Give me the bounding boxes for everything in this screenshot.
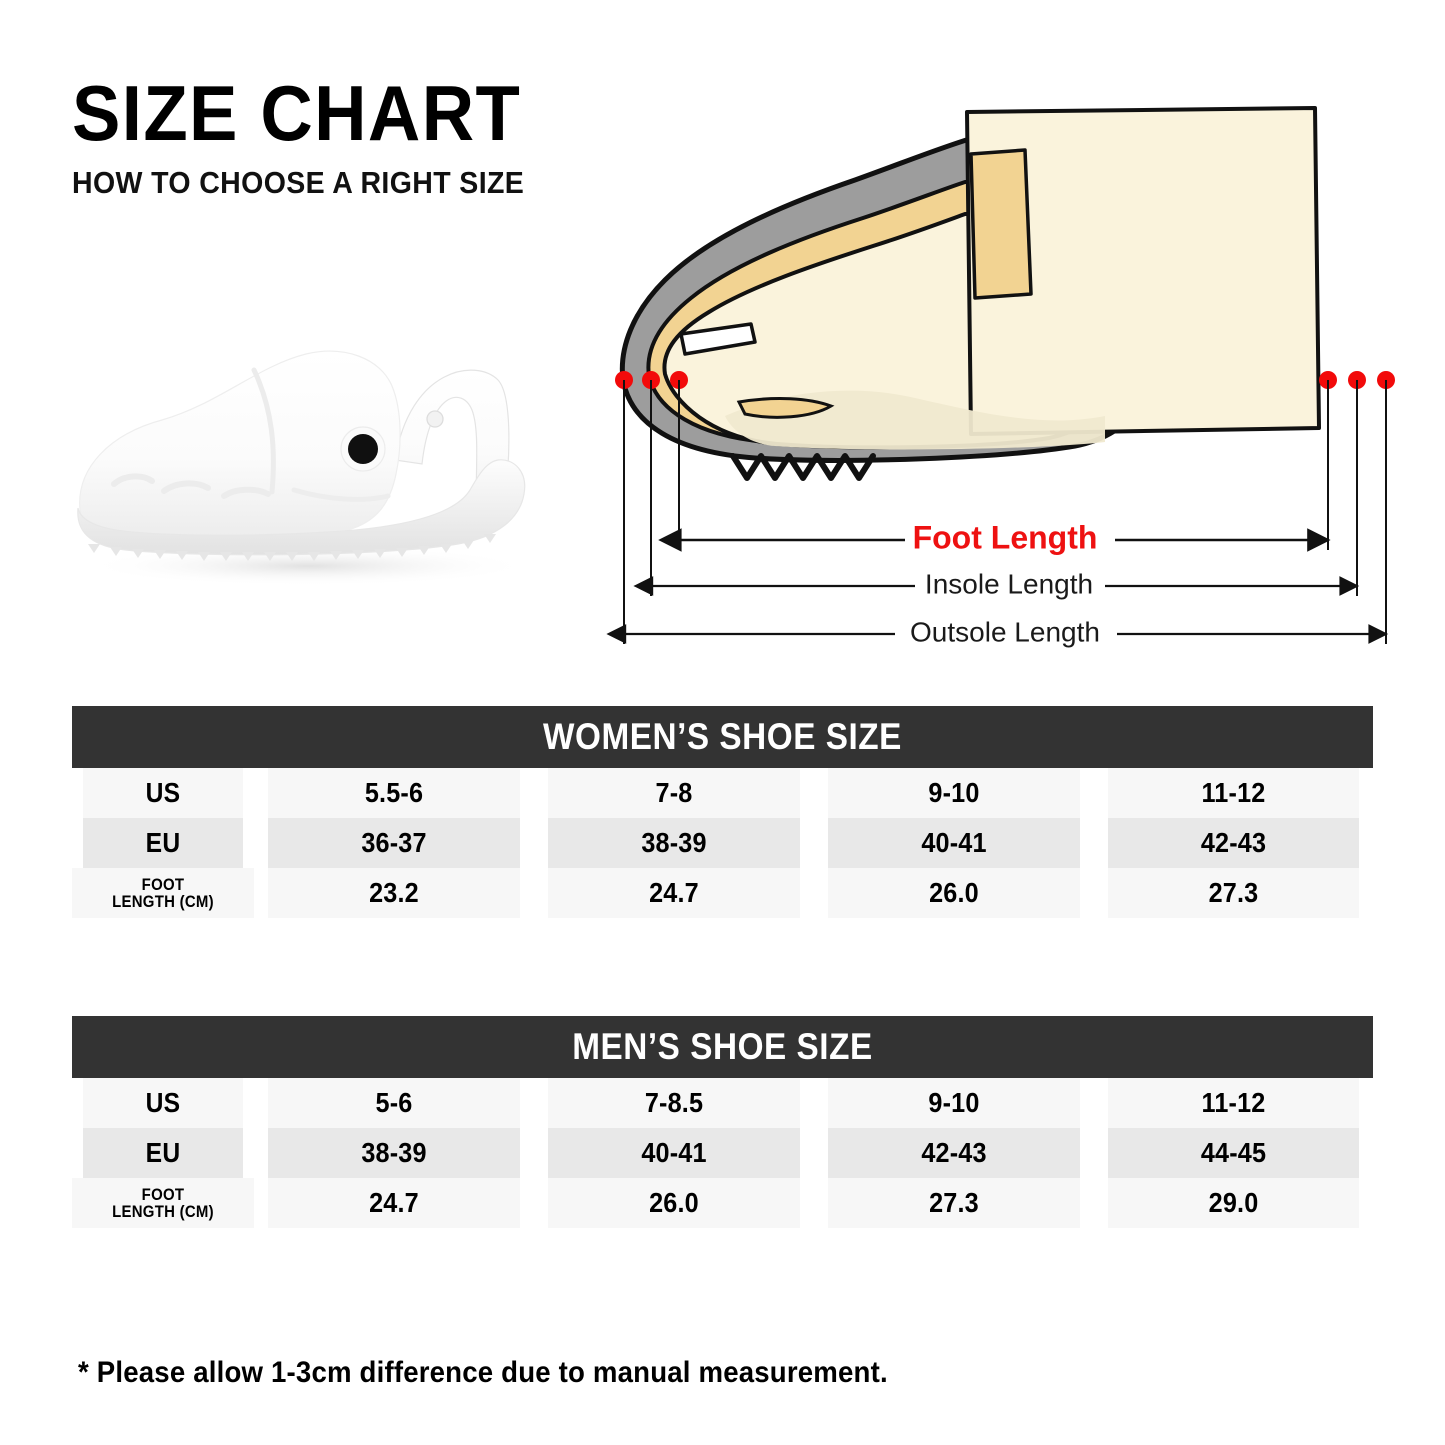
womens-table-banner: WOMEN’S SHOE SIZE — [543, 716, 902, 757]
table-row: FOOT LENGTH (CM) 24.7 26.0 27.3 29.0 — [72, 1178, 1373, 1228]
upper-crease-front — [251, 367, 276, 495]
outsole-tread — [730, 453, 876, 481]
page-title: SIZE CHART — [72, 69, 522, 157]
cell-value: 5-6 — [268, 1078, 520, 1128]
cell-value: 42-43 — [1107, 818, 1360, 868]
cell-value: 38-39 — [548, 818, 800, 868]
cell-value: 27.3 — [828, 1178, 1080, 1228]
row-label-eu: EU — [82, 818, 244, 868]
row-label-foot-length: FOOT LENGTH (CM) — [72, 868, 254, 918]
cell-value: 9-10 — [828, 1078, 1080, 1128]
measurement-footnote: * Please allow 1-3cm difference due to m… — [78, 1356, 888, 1389]
row-label-eu: EU — [82, 1128, 244, 1178]
sole-tread-group — [88, 534, 496, 561]
foot-measurement-diagram: Foot Length Insole Length Outsole Length — [606, 106, 1395, 647]
outsole-length-label: Outsole Length — [910, 616, 1100, 647]
strap-pivot-button-center — [348, 434, 378, 464]
foot-length-label: Foot Length — [913, 519, 1098, 555]
cell-value: 24.7 — [548, 868, 800, 918]
table-row: EU 38-39 40-41 42-43 44-45 — [72, 1128, 1373, 1178]
header-block: SIZE CHART HOW TO CHOOSE A RIGHT SIZE — [72, 69, 772, 201]
insole-length-label: Insole Length — [925, 568, 1093, 599]
cell-value: 38-39 — [268, 1128, 520, 1178]
cell-value: 40-41 — [548, 1128, 800, 1178]
table-row: FOOT LENGTH (CM) 23.2 24.7 26.0 27.3 — [72, 868, 1373, 918]
page-subtitle: HOW TO CHOOSE A RIGHT SIZE — [72, 164, 525, 200]
womens-table-banner-row: WOMEN’S SHOE SIZE — [72, 706, 1373, 768]
cell-value: 42-43 — [828, 1128, 1080, 1178]
toenail-shape — [679, 322, 757, 356]
leader-lines — [623, 380, 1387, 644]
row-label-foot-length-line2: LENGTH (CM) — [112, 1202, 214, 1221]
row-label-us: US — [82, 768, 244, 818]
cell-value: 26.0 — [548, 1178, 800, 1228]
row-label-foot-length-line1: FOOT — [141, 874, 185, 894]
cell-value: 26.0 — [828, 868, 1080, 918]
cell-value: 44-45 — [1107, 1128, 1360, 1178]
strap-rivet-hole — [426, 410, 444, 428]
insole-toe-highlight — [736, 397, 835, 419]
table-row: US 5.5-6 7-8 9-10 11-12 — [72, 768, 1373, 818]
upper-crease-arch — [291, 487, 391, 502]
cell-value: 11-12 — [1107, 768, 1360, 818]
mens-table-banner: MEN’S SHOE SIZE — [572, 1026, 873, 1067]
cell-value: 5.5-6 — [268, 768, 520, 818]
cell-value: 7-8 — [548, 768, 800, 818]
mens-size-table: MEN’S SHOE SIZE US 5-6 7-8.5 9-10 11-12 … — [72, 1016, 1374, 1228]
womens-size-table: WOMEN’S SHOE SIZE US 5.5-6 7-8 9-10 11-1… — [72, 706, 1373, 918]
row-label-foot-length: FOOT LENGTH (CM) — [72, 1178, 254, 1228]
cell-value: 29.0 — [1107, 1178, 1360, 1228]
clog-sole — [77, 459, 526, 556]
cell-value: 11-12 — [1107, 1078, 1360, 1128]
cell-value: 7-8.5 — [548, 1078, 800, 1128]
shoe-shadow — [83, 546, 533, 586]
shoe-collar-left — [969, 148, 1033, 300]
cell-value: 40-41 — [828, 818, 1080, 868]
row-label-foot-length-line2: LENGTH (CM) — [112, 892, 214, 911]
mens-table-banner-row: MEN’S SHOE SIZE — [72, 1016, 1374, 1078]
toe-vent-group — [111, 473, 271, 499]
table-row: US 5-6 7-8.5 9-10 11-12 — [72, 1078, 1373, 1128]
cell-value: 24.7 — [268, 1178, 520, 1228]
cell-value: 9-10 — [828, 768, 1080, 818]
table-row: EU 36-37 38-39 40-41 42-43 — [72, 818, 1373, 868]
product-photo-clog — [77, 350, 533, 586]
cell-value: 27.3 — [1107, 868, 1360, 918]
cell-value: 23.2 — [268, 868, 520, 918]
row-label-foot-length-line1: FOOT — [141, 1184, 185, 1204]
cell-value: 36-37 — [268, 818, 520, 868]
ankle-leg-shape — [965, 106, 1321, 436]
row-label-us: US — [82, 1078, 244, 1128]
